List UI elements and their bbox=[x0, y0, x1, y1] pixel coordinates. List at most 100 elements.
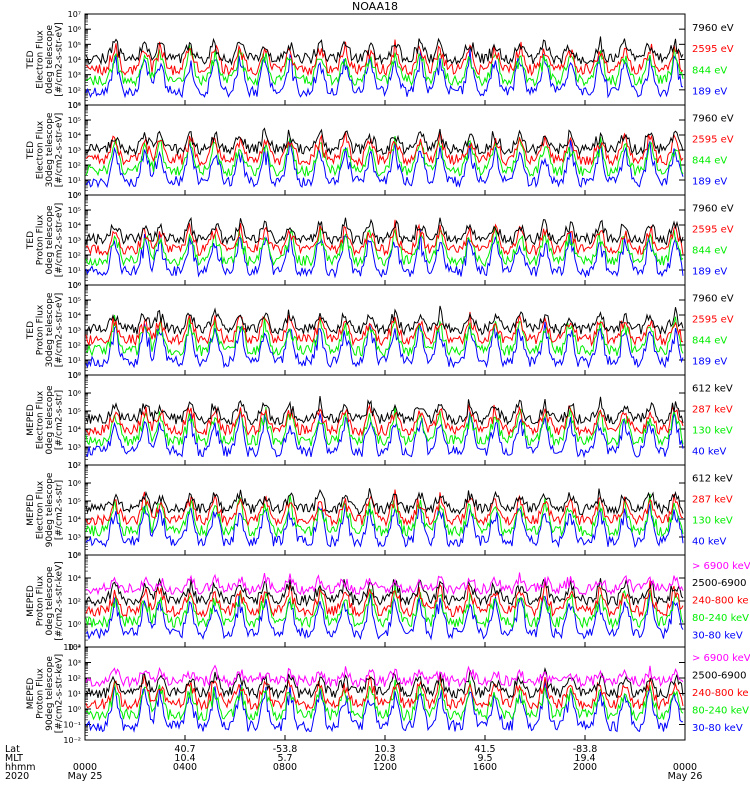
flux-trace-blue bbox=[85, 321, 684, 369]
y-axis-label: MEPED bbox=[26, 494, 36, 526]
flux-trace-red bbox=[85, 39, 684, 77]
y-axis-label: [#/cm2-s-str-eV] bbox=[55, 113, 65, 188]
ytick-label: 10³ bbox=[68, 236, 81, 245]
legend-entry: 2500-6900 bbox=[692, 671, 747, 682]
xtick-lat: -53.8 bbox=[273, 744, 298, 755]
flux-trace-black bbox=[85, 127, 684, 157]
legend-entry: 2595 eV bbox=[692, 135, 734, 146]
ylabel-group: TED Proton Flux 30deg telescope [#/cm2-s-st… bbox=[26, 292, 65, 367]
flux-trace-blue bbox=[85, 408, 684, 459]
ytick-label: 10¹ bbox=[68, 356, 81, 365]
flux-trace-black bbox=[85, 396, 684, 426]
y-axis-label: Electron Flux bbox=[36, 390, 46, 449]
legend-entry: > 6900 keV bbox=[692, 561, 750, 572]
flux-trace-blue bbox=[85, 592, 684, 641]
ytick-label: 10¹ bbox=[68, 690, 81, 699]
ytick-label: 10⁰ bbox=[68, 191, 81, 200]
ytick-label: 10⁴ bbox=[68, 131, 81, 140]
legend-entry: 612 keV bbox=[692, 384, 733, 395]
flux-trace-black bbox=[85, 305, 684, 337]
y-axis-label: TED bbox=[26, 231, 36, 250]
legend-entry: 30-80 keV bbox=[692, 723, 743, 734]
xtick-lat: 41.5 bbox=[474, 744, 495, 755]
flux-trace-green bbox=[85, 44, 684, 88]
flux-trace-green bbox=[85, 136, 684, 178]
y-axis-label: MEPED bbox=[26, 678, 36, 710]
y-axis-label: 0deg telescope bbox=[45, 566, 55, 636]
legend-entry: 189 eV bbox=[692, 357, 727, 368]
y-axis-label: Electron Flux bbox=[36, 120, 46, 179]
xtick-date: May 25 bbox=[68, 771, 103, 782]
ytick-label: 10² bbox=[68, 551, 81, 560]
ytick-label: 10⁶ bbox=[68, 281, 81, 290]
ytick-label: 10² bbox=[68, 674, 81, 683]
ytick-label: 10⁰ bbox=[68, 620, 81, 629]
y-axis-label: TED bbox=[26, 50, 36, 69]
ytick-label: 10⁻¹ bbox=[63, 721, 81, 730]
flux-trace-magenta bbox=[85, 572, 684, 596]
legend-entry: 844 eV bbox=[692, 156, 727, 167]
flux-trace-magenta bbox=[85, 664, 684, 689]
flux-trace-green bbox=[85, 224, 684, 268]
legend-entry: 612 keV bbox=[692, 474, 733, 485]
ytick-label: 10⁴ bbox=[68, 574, 81, 583]
ytick-label: 10⁰ bbox=[68, 281, 81, 290]
y-axis-label: 0deg telescope bbox=[45, 25, 55, 95]
legend-entry: 2595 eV bbox=[692, 44, 734, 55]
flux-trace-black bbox=[85, 36, 684, 66]
y-axis-label: TED bbox=[26, 321, 36, 340]
ylabel-group: MEPED Electron Flux 90deg telescope [#/cm2-… bbox=[26, 472, 65, 547]
flux-trace-red bbox=[85, 403, 684, 437]
legend-entry: 2500-6900 bbox=[692, 578, 747, 589]
ytick-label: 10⁷ bbox=[68, 461, 81, 470]
flux-trace-blue bbox=[85, 503, 684, 549]
flux-trace-red bbox=[85, 311, 684, 347]
y-axis-label: [#/cm2-s-str-eV] bbox=[55, 203, 65, 278]
ytick-label: 10¹ bbox=[68, 101, 81, 110]
legend-entry: 30-80 keV bbox=[692, 630, 743, 641]
ytick-label: 10² bbox=[68, 341, 81, 350]
xtick-lat: -83.8 bbox=[573, 744, 598, 755]
y-axis-label: 90deg telescope bbox=[45, 656, 55, 731]
xtick-mlt: 19.4 bbox=[574, 753, 595, 764]
flux-trace-red bbox=[85, 219, 684, 257]
legend-entry: 80-240 keV bbox=[692, 706, 749, 717]
legend-entry: 287 keV bbox=[692, 405, 733, 416]
y-axis-label: 30deg telescope bbox=[45, 292, 55, 367]
xtick-hhmm: 2000 bbox=[573, 762, 597, 773]
ylabel-group: MEPED Proton Flux 0deg telescope [#/cm2-s-s… bbox=[26, 561, 65, 640]
ytick-label: 10⁶ bbox=[68, 551, 81, 560]
xtick-hhmm: 1200 bbox=[373, 762, 397, 773]
ytick-label: 10⁵ bbox=[68, 407, 81, 416]
legend-entry: 287 keV bbox=[692, 495, 733, 506]
y-axis-label: Proton Flux bbox=[36, 214, 46, 265]
y-axis-label: Proton Flux bbox=[36, 668, 46, 719]
flux-trace-red bbox=[85, 674, 684, 712]
ylabel-group: MEPED Proton Flux 90deg telescope [#/cm2-s-… bbox=[26, 654, 65, 733]
ytick-label: 10² bbox=[68, 461, 81, 470]
ytick-label: 10³ bbox=[68, 146, 81, 155]
ylabel-group: TED Electron Flux 30deg telescope [#/cm2-s-… bbox=[26, 112, 65, 187]
ytick-label: 10⁴ bbox=[68, 643, 81, 652]
ytick-label: 10⁴ bbox=[68, 56, 81, 65]
flux-trace-black bbox=[85, 488, 684, 516]
y-axis-label: 0deg telescope bbox=[45, 205, 55, 275]
y-axis-label: 90deg telescope bbox=[45, 472, 55, 547]
ytick-label: 10¹ bbox=[68, 266, 81, 275]
xaxis-row-label: hhmm bbox=[5, 762, 36, 773]
xtick-hhmm: 0000 bbox=[73, 762, 97, 773]
flux-trace-green bbox=[85, 584, 684, 630]
ytick-label: 10⁷ bbox=[68, 10, 81, 19]
ytick-label: 10² bbox=[68, 161, 81, 170]
ytick-label: 10⁴ bbox=[68, 311, 81, 320]
ytick-label: 10⁵ bbox=[68, 296, 81, 305]
legend-entry: 80-240 keV bbox=[692, 613, 749, 624]
y-axis-label: 30deg telescope bbox=[45, 112, 55, 187]
y-axis-label: [#/cm2-s-str] bbox=[55, 480, 65, 540]
legend-entry: 240-800 ke bbox=[692, 596, 749, 607]
y-axis-label: [#/cm2-s-str-keV] bbox=[55, 561, 65, 640]
flux-trace-blue bbox=[85, 49, 684, 99]
ytick-label: 10⁻² bbox=[63, 643, 81, 652]
xtick-date: May 26 bbox=[668, 771, 703, 782]
